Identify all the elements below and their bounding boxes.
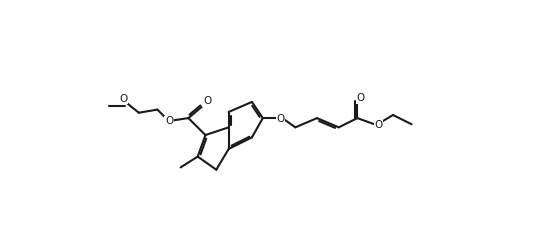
Text: O: O [203, 96, 211, 106]
Text: O: O [276, 114, 285, 124]
Text: O: O [374, 120, 382, 130]
Text: O: O [119, 94, 127, 104]
Text: O: O [356, 93, 365, 103]
Text: O: O [165, 116, 173, 126]
